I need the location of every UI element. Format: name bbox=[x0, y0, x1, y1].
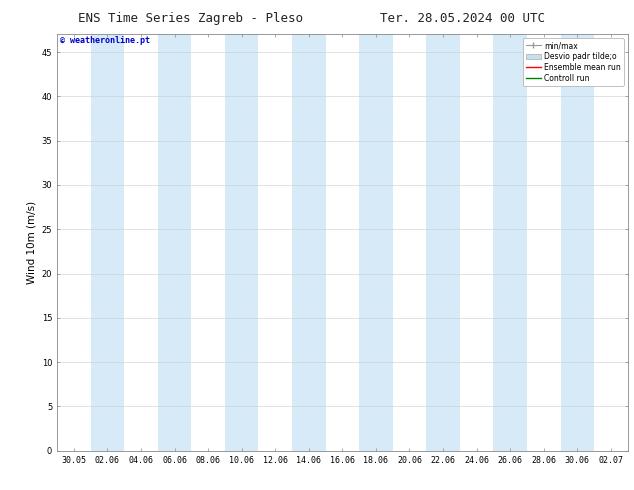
Text: © weatheronline.pt: © weatheronline.pt bbox=[60, 36, 150, 46]
Bar bbox=[158, 34, 191, 451]
Bar bbox=[560, 34, 594, 451]
Bar bbox=[426, 34, 460, 451]
Y-axis label: Wind 10m (m/s): Wind 10m (m/s) bbox=[26, 201, 36, 284]
Bar bbox=[493, 34, 527, 451]
Text: ENS Time Series Zagreb - Pleso: ENS Time Series Zagreb - Pleso bbox=[78, 12, 302, 25]
Bar bbox=[292, 34, 326, 451]
Text: Ter. 28.05.2024 00 UTC: Ter. 28.05.2024 00 UTC bbox=[380, 12, 545, 25]
Bar bbox=[359, 34, 392, 451]
Bar bbox=[91, 34, 124, 451]
Bar bbox=[225, 34, 259, 451]
Legend: min/max, Desvio padr tilde;o, Ensemble mean run, Controll run: min/max, Desvio padr tilde;o, Ensemble m… bbox=[522, 38, 624, 86]
